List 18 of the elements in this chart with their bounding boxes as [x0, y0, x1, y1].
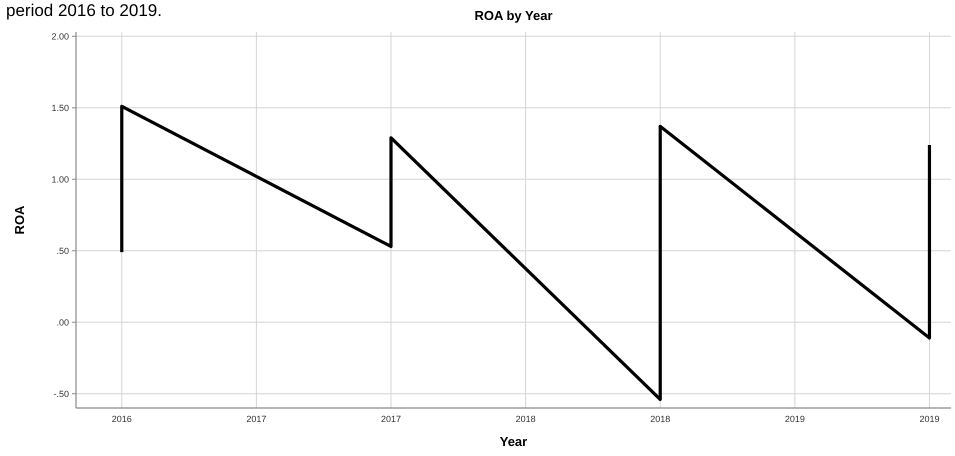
- line-series: [120, 104, 932, 402]
- x-tick-label: 2019: [919, 414, 940, 424]
- x-tick-label: 2018: [516, 414, 536, 424]
- x-tick-label: 2018: [650, 414, 670, 424]
- y-tick-label: .00: [56, 317, 69, 328]
- y-tick-label: 1.00: [51, 174, 69, 184]
- y-tick-label: 1.50: [51, 102, 69, 113]
- x-axis-title: Year: [500, 434, 528, 449]
- chart-title: ROA by Year: [474, 8, 553, 23]
- y-tick-label: -.50: [53, 388, 69, 399]
- x-tick-label: 2019: [784, 414, 805, 424]
- x-tick-label: 2016: [112, 414, 132, 424]
- y-axis-title: ROA: [12, 204, 27, 234]
- x-tick-label: 2017: [380, 414, 402, 424]
- x-tick-label: 2017: [246, 414, 266, 424]
- y-tick-label: 2.00: [51, 31, 69, 42]
- text: period 2016 to 2019.: [6, 1, 162, 20]
- y-tick-label: .50: [56, 246, 69, 256]
